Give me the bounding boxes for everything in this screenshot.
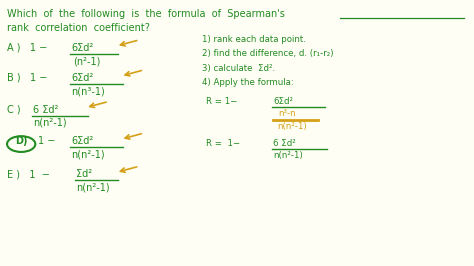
Text: Which  of  the  following  is  the  formula  of  Spearman's: Which of the following is the formula of… [7,9,285,19]
Text: 6Σd²: 6Σd² [71,73,93,83]
Text: rank  correlation  coefficient?: rank correlation coefficient? [7,23,150,33]
Text: B )   1 −: B ) 1 − [7,73,47,83]
Text: A )   1 −: A ) 1 − [7,43,47,53]
Text: 3) calculate  Σd².: 3) calculate Σd². [201,64,275,73]
Text: n(n³-1): n(n³-1) [71,86,105,96]
Text: C ): C ) [7,105,27,115]
Text: n(n²-1): n(n²-1) [277,122,307,131]
Text: R =  1−: R = 1− [206,139,241,148]
Text: n(n²-1): n(n²-1) [76,182,109,193]
Text: 1) rank each data point.: 1) rank each data point. [201,35,306,44]
Text: 4) Apply the formula:: 4) Apply the formula: [201,78,293,87]
Text: n(n²-1): n(n²-1) [34,118,67,128]
Text: n³-n: n³-n [278,109,296,118]
Text: n(n²-1): n(n²-1) [71,149,105,159]
Text: n(n²-1): n(n²-1) [273,151,303,160]
Text: 6 Σd²: 6 Σd² [273,139,296,148]
Text: 6Σd²: 6Σd² [273,97,293,106]
Text: 6Σd²: 6Σd² [71,136,93,146]
Text: 6 Σd²: 6 Σd² [34,105,59,115]
Text: R = 1−: R = 1− [206,97,238,106]
Text: (n²-1): (n²-1) [73,56,101,66]
Text: 6Σd²: 6Σd² [71,43,93,53]
Text: 1 −: 1 − [38,136,55,146]
Text: Σd²: Σd² [76,169,92,179]
Text: E )   1  −: E ) 1 − [7,169,50,179]
Text: D): D) [15,136,27,146]
Text: 2) find the difference, d. (r₁-r₂): 2) find the difference, d. (r₁-r₂) [201,49,333,58]
